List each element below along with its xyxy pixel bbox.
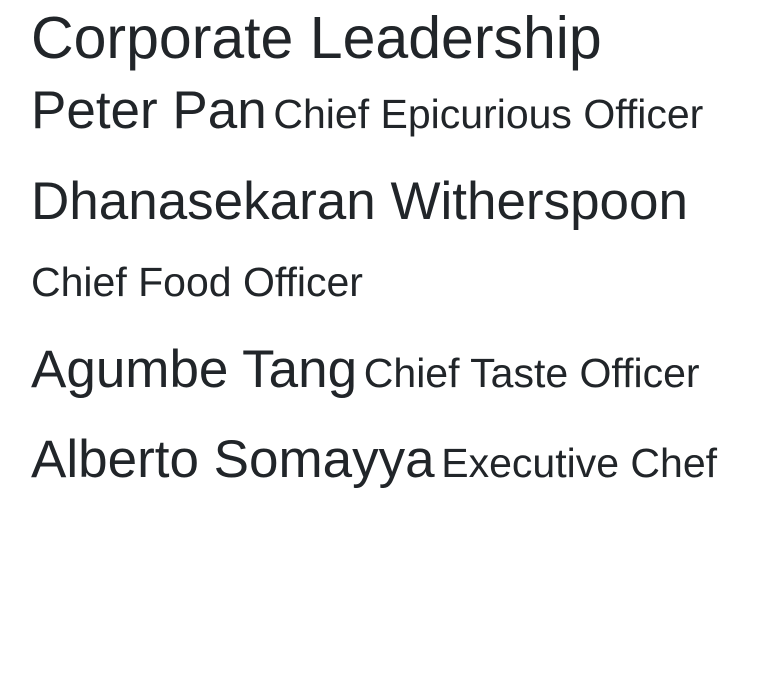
leader-name: Peter Pan — [31, 81, 267, 140]
leadership-section: Corporate Leadership Peter Pan Chief Epi… — [31, 0, 736, 504]
leader-item: Alberto Somayya Executive Chef — [31, 425, 736, 504]
leader-name: Dhanasekaran Witherspoon — [31, 172, 688, 231]
leader-role: Executive Chef — [441, 440, 718, 486]
leader-name: Alberto Somayya — [31, 430, 435, 489]
leader-entry: Peter Pan Chief Epicurious Officer — [31, 81, 703, 140]
page-title: Corporate Leadership — [31, 5, 602, 71]
leader-entry: Agumbe Tang Chief Taste Officer — [31, 340, 700, 399]
leader-item: Agumbe Tang Chief Taste Officer — [31, 335, 736, 414]
leader-item: Peter Pan Chief Epicurious Officer — [31, 76, 736, 155]
leader-item: Dhanasekaran Witherspoon Chief Food Offi… — [31, 166, 736, 324]
leader-role: Chief Taste Officer — [363, 350, 700, 396]
leader-role: Chief Food Officer — [31, 259, 363, 305]
leader-role: Chief Epicurious Officer — [273, 91, 704, 137]
leader-entry: Alberto Somayya Executive Chef — [31, 430, 717, 489]
leader-entry: Dhanasekaran Witherspoon Chief Food Offi… — [31, 172, 688, 305]
leader-name: Agumbe Tang — [31, 340, 358, 399]
